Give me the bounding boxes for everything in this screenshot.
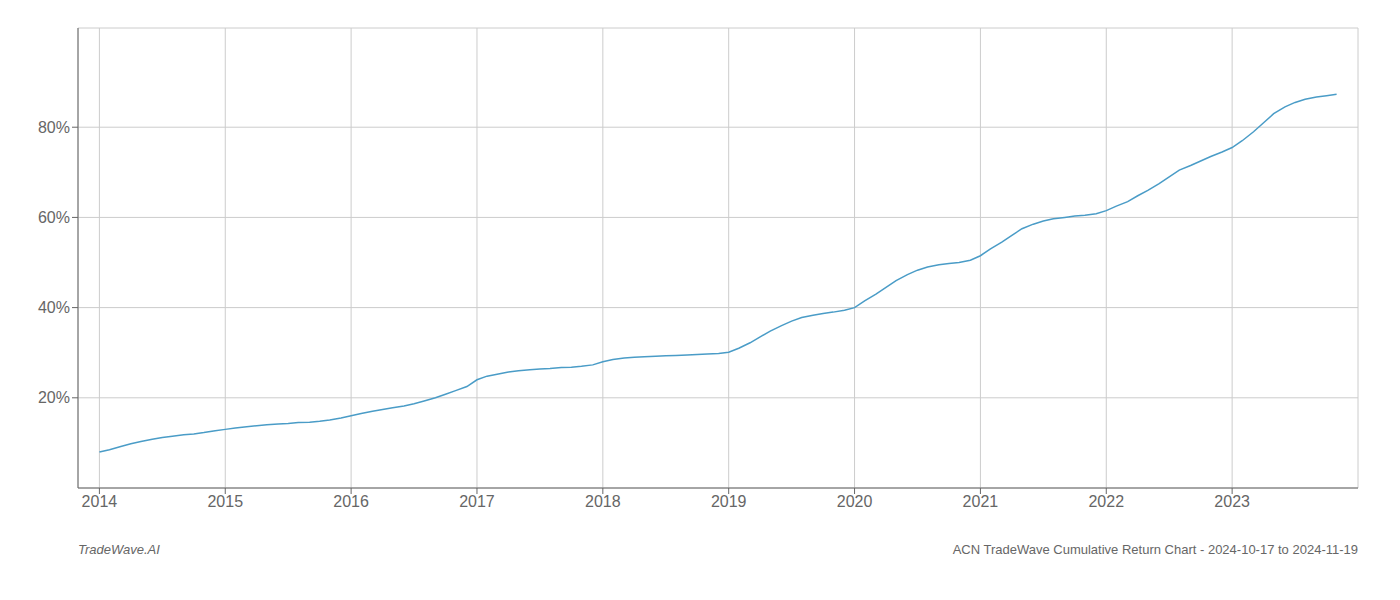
svg-text:2018: 2018	[585, 493, 621, 510]
svg-text:40%: 40%	[38, 299, 70, 316]
svg-text:2014: 2014	[82, 493, 118, 510]
svg-text:60%: 60%	[38, 209, 70, 226]
html-text:ACN TradeWave Cumulative Retur: ACN TradeWave Cumulative Return Chart - …	[952, 542, 1358, 557]
svg-text:2022: 2022	[1088, 493, 1124, 510]
svg-text:2017: 2017	[459, 493, 495, 510]
svg-text:2015: 2015	[207, 493, 243, 510]
html-text:TradeWave.AI: TradeWave.AI	[78, 542, 160, 557]
svg-text:2020: 2020	[837, 493, 873, 510]
svg-text:2023: 2023	[1214, 493, 1250, 510]
svg-text:20%: 20%	[38, 389, 70, 406]
svg-text:2019: 2019	[711, 493, 747, 510]
svg-text:2021: 2021	[963, 493, 999, 510]
svg-text:2016: 2016	[333, 493, 369, 510]
svg-text:80%: 80%	[38, 119, 70, 136]
